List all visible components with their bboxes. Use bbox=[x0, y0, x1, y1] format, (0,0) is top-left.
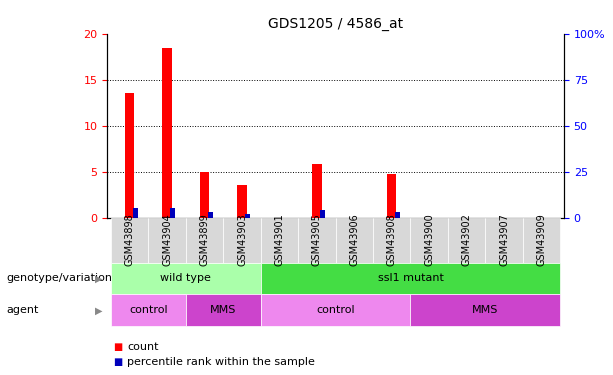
Text: GSM43899: GSM43899 bbox=[200, 214, 210, 266]
Text: GSM43907: GSM43907 bbox=[499, 214, 509, 266]
Text: agent: agent bbox=[6, 305, 39, 315]
Text: MMS: MMS bbox=[210, 305, 237, 315]
Text: wild type: wild type bbox=[161, 273, 211, 284]
Text: GSM43908: GSM43908 bbox=[387, 214, 397, 266]
Text: GSM43901: GSM43901 bbox=[275, 214, 284, 266]
Text: ▶: ▶ bbox=[95, 305, 102, 315]
Text: GSM43906: GSM43906 bbox=[349, 214, 359, 266]
Text: GSM43902: GSM43902 bbox=[462, 214, 471, 266]
Text: ■: ■ bbox=[113, 357, 123, 367]
Bar bbox=[395, 212, 400, 217]
Text: ssl1 mutant: ssl1 mutant bbox=[378, 273, 443, 284]
Text: MMS: MMS bbox=[472, 305, 498, 315]
Bar bbox=[133, 209, 138, 218]
Bar bbox=[245, 214, 250, 217]
Text: percentile rank within the sample: percentile rank within the sample bbox=[127, 357, 314, 367]
Text: count: count bbox=[127, 342, 158, 352]
Bar bbox=[320, 210, 325, 218]
Text: control: control bbox=[129, 305, 168, 315]
Bar bbox=[200, 172, 209, 217]
Text: GSM43905: GSM43905 bbox=[312, 214, 322, 266]
Title: GDS1205 / 4586_at: GDS1205 / 4586_at bbox=[268, 17, 403, 32]
Text: ■: ■ bbox=[113, 342, 123, 352]
Bar bbox=[208, 212, 213, 217]
Bar bbox=[170, 209, 175, 218]
Text: control: control bbox=[316, 305, 355, 315]
Bar bbox=[237, 185, 246, 218]
Text: GSM43903: GSM43903 bbox=[237, 214, 247, 266]
Text: GSM43904: GSM43904 bbox=[162, 214, 172, 266]
Bar bbox=[162, 48, 172, 217]
Text: GSM43909: GSM43909 bbox=[536, 214, 547, 266]
Bar bbox=[312, 164, 322, 218]
Bar bbox=[387, 174, 397, 217]
Text: genotype/variation: genotype/variation bbox=[6, 273, 112, 284]
Text: GSM43898: GSM43898 bbox=[124, 214, 135, 266]
Text: GSM43900: GSM43900 bbox=[424, 214, 434, 266]
Text: ▶: ▶ bbox=[95, 273, 102, 284]
Bar bbox=[125, 93, 134, 218]
